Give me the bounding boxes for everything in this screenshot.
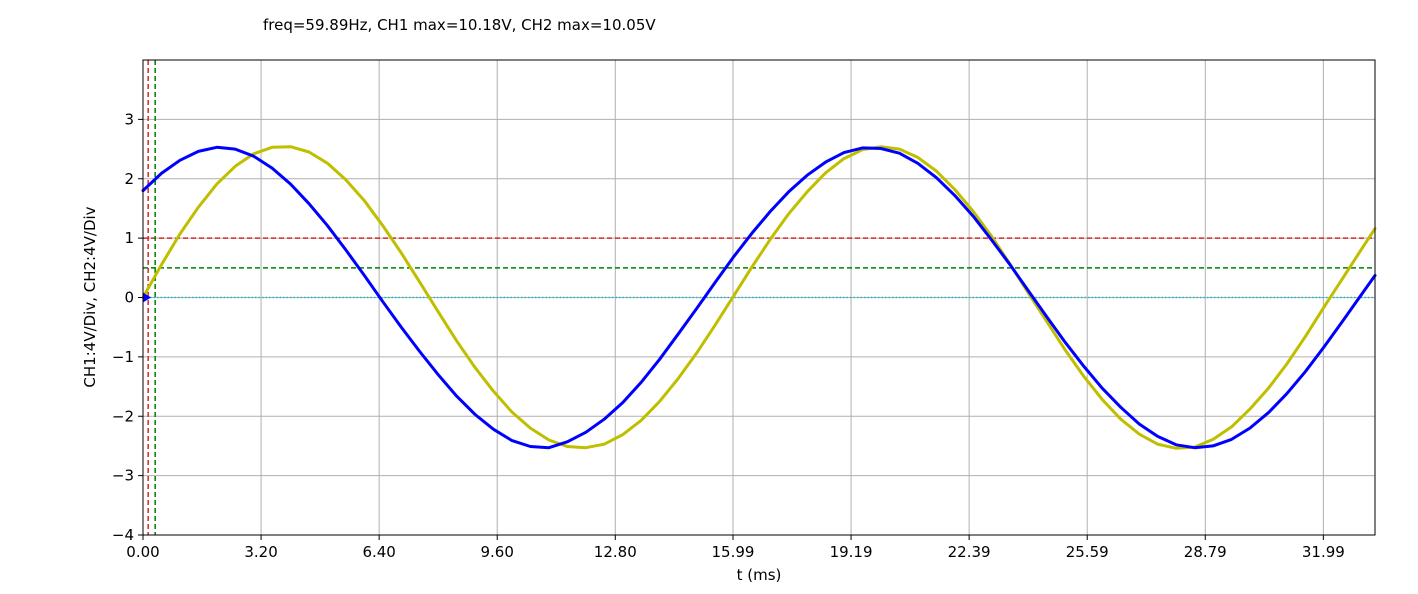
x-tick-label: 31.99 [1302,543,1345,561]
x-tick-label: 22.39 [948,543,991,561]
y-tick-label: −4 [112,526,134,544]
y-tick-label: 3 [124,110,134,128]
reference-lines [143,60,1375,535]
x-tick-label: 6.40 [362,543,395,561]
y-axis-label: CH1:4V/Div, CH2:4V/Div [81,206,99,387]
y-tick-label: 0 [124,289,134,307]
x-axis-label: t (ms) [737,566,782,584]
y-tick-label: 1 [124,229,134,247]
trigger-marker [143,292,151,303]
x-tick-label: 3.20 [244,543,277,561]
x-tick-label: 25.59 [1066,543,1109,561]
x-tick-label: 12.80 [594,543,637,561]
x-tick-label: 9.60 [481,543,514,561]
x-tick-label: 28.79 [1184,543,1227,561]
y-axis-ticks: −4 −3 −2 −1 0 1 2 3 [112,110,143,544]
x-tick-label: 0.00 [126,543,159,561]
trigger-marker-layer [143,292,151,303]
x-tick-label: 15.99 [712,543,755,561]
x-axis-ticks: 0.00 3.20 6.40 9.60 12.80 15.99 19.19 22.39 25.5… [126,535,1345,561]
y-tick-label: −3 [112,467,134,485]
y-tick-label: −2 [112,407,134,425]
ch1-trace [141,145,1377,450]
x-tick-label: 19.19 [830,543,873,561]
chart-title: freq=59.89Hz, CH1 max=10.18V, CH2 max=10… [263,16,656,34]
y-tick-label: 2 [124,170,134,188]
series-layer [141,145,1377,450]
ch2-trace [141,145,1377,450]
y-tick-label: −1 [112,348,134,366]
